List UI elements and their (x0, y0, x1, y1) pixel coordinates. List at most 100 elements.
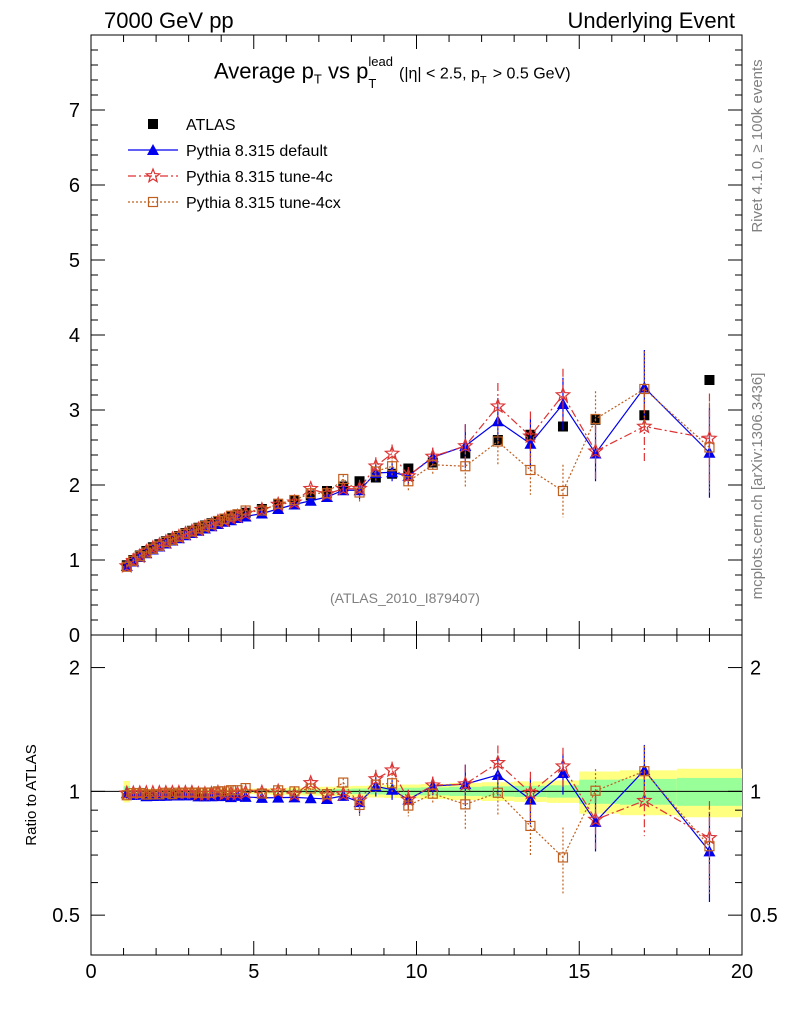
data-point (304, 494, 317, 506)
data-point (273, 498, 284, 509)
legend-marker (148, 119, 158, 129)
chart-title: Average pT vs plead T (|η| < 2.5, pT > 0.… (214, 54, 571, 91)
data-point (367, 457, 385, 474)
ratio-point (256, 788, 267, 799)
data-point (232, 509, 243, 520)
ratio-point (173, 787, 184, 798)
ratio-point (489, 754, 507, 770)
ratio-point (160, 787, 171, 798)
ratio-point (370, 779, 381, 790)
ratio-point (219, 786, 230, 797)
data-point (321, 488, 333, 499)
data-point (636, 417, 653, 434)
data-point (460, 461, 471, 472)
mcplots-label: mcplots.cern.ch [arXiv:1306.3436] (749, 373, 766, 600)
x-tick-label: 15 (568, 961, 590, 983)
data-point (525, 464, 536, 476)
ratio-point (289, 786, 300, 797)
ratio-point (206, 787, 217, 798)
data-point (590, 413, 601, 425)
x-tick-label: 10 (405, 961, 427, 983)
y-tick-label-ratio-right: 2 (750, 658, 761, 680)
ratio-point (272, 791, 285, 803)
ratio-point (304, 792, 317, 804)
data-point (492, 436, 503, 447)
ratio-point (587, 810, 604, 827)
data-point (386, 466, 399, 478)
process-label: Underlying Event (567, 8, 735, 33)
data-point (701, 429, 718, 446)
title-cut-b: > 0.5 GeV) (492, 65, 571, 83)
data-point (587, 442, 604, 459)
y-tick-label-main: 5 (69, 250, 80, 272)
ratio-point (193, 787, 204, 798)
data-point (134, 551, 145, 562)
ratio-point (522, 784, 539, 800)
legend-marker (144, 167, 162, 184)
data-point (489, 397, 507, 414)
data-point (256, 505, 267, 516)
legend-label: Pythia 8.315 tune-4c (186, 169, 333, 186)
data-point (638, 381, 651, 393)
ratio-point (557, 852, 569, 863)
ratio-point (186, 787, 198, 798)
ratio-point (147, 789, 158, 800)
ratio-point (400, 790, 417, 807)
y-tick-label-main: 6 (69, 175, 80, 197)
data-point (212, 515, 224, 527)
data-point (335, 480, 352, 496)
data-point (173, 531, 184, 542)
ratio-point (167, 789, 178, 800)
ratio-point (121, 790, 132, 801)
ratio-point (525, 820, 536, 832)
data-point (147, 543, 158, 554)
series-line-main (126, 388, 710, 568)
title-vs: vs p (327, 58, 369, 84)
data-point (704, 375, 715, 385)
data-point (704, 442, 715, 453)
data-point (524, 437, 537, 449)
y-tick-label-main: 3 (69, 400, 80, 422)
data-point (424, 447, 442, 464)
ratio-point (556, 767, 569, 779)
ratio-point (240, 782, 251, 794)
ratio-point (321, 789, 333, 800)
data-point (383, 444, 401, 461)
series-line-main (126, 386, 710, 567)
data-point (522, 427, 539, 444)
data-point (154, 540, 165, 551)
ratio-point (134, 787, 145, 799)
energy-label: 7000 GeV pp (104, 8, 234, 33)
data-point (370, 466, 381, 477)
ratio-point (427, 788, 438, 799)
data-point (386, 461, 398, 472)
ratio-point (386, 778, 398, 789)
data-point (289, 494, 300, 506)
data-point (338, 473, 349, 485)
title-cut-a: (|η| < 2.5, p (399, 65, 480, 83)
ratio-point (212, 786, 224, 797)
ratio-point (424, 776, 442, 793)
data-point (557, 485, 569, 497)
ratio-point (199, 787, 211, 798)
y-tick-label-main: 2 (69, 475, 80, 497)
ratio-point (590, 785, 601, 796)
legend-label: ATLAS (186, 117, 236, 134)
ratio-point (141, 789, 152, 800)
ratio-point (460, 799, 471, 810)
ratio-point (335, 785, 352, 802)
x-tick-label: 5 (248, 961, 259, 983)
rivet-version-label: Rivet 4.1.0, ≥ 100k events (749, 59, 766, 232)
ratio-point (636, 792, 653, 808)
data-point (160, 536, 171, 548)
ratio-point (354, 799, 365, 811)
ratio-point (639, 766, 650, 777)
ratio-point (154, 789, 165, 800)
y-tick-label-ratio-right: 1 (750, 781, 761, 803)
ratio-point (338, 777, 349, 788)
y-tick-label-ratio: 1 (69, 781, 80, 803)
ratio-point (383, 761, 401, 778)
ratio-point (225, 785, 237, 796)
ratio-point (403, 800, 414, 811)
